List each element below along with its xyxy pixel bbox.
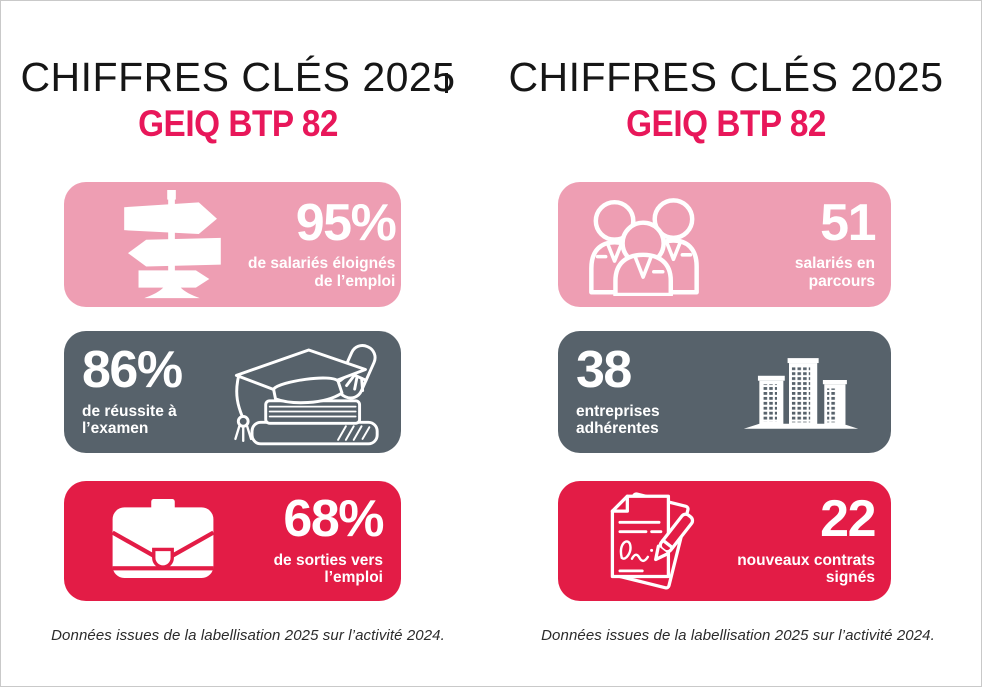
left-footer-note: Données issues de la labellisation 2025 … xyxy=(51,627,445,644)
stat-block: 22 nouveaux contrats signés xyxy=(737,490,876,587)
stat-block: 95% de salariés éloignés de l’emploi xyxy=(248,193,397,291)
right-panel-subtitle: GEIQ BTP 82 xyxy=(626,103,826,144)
stat-label: salariés en parcours xyxy=(794,255,875,290)
card-entreprises-adherentes: 38 entreprises adhérentes xyxy=(558,331,891,453)
right-footer-note: Données issues de la labellisation 2025 … xyxy=(541,627,935,644)
card-salaries-parcours: 51 salariés en parcours xyxy=(558,182,891,307)
signpost-icon xyxy=(96,189,248,300)
stat-block: 68% de sorties vers l’emploi xyxy=(273,490,385,587)
card-contrats-signes: 22 nouveaux contrats signés xyxy=(558,481,891,601)
briefcase-icon xyxy=(100,493,226,589)
stat-label: de réussite à l’examen xyxy=(82,402,177,438)
buildings-icon xyxy=(741,339,861,445)
stat-label: de sorties vers l’emploi xyxy=(273,551,383,587)
stat-label: nouveaux contrats signés xyxy=(737,551,875,587)
right-panel-title: CHIFFRES CLÉS 2025 xyxy=(508,54,944,100)
stat-value: 95% xyxy=(295,193,397,252)
stat-block: 51 salariés en parcours xyxy=(794,193,877,291)
people-icon xyxy=(586,194,702,296)
card-reussite-examen: 86% de réussite à l’examen xyxy=(64,331,401,453)
stat-block: 38 entreprises adhérentes xyxy=(576,341,660,438)
stat-label: entreprises adhérentes xyxy=(576,402,660,438)
left-panel-subtitle: GEIQ BTP 82 xyxy=(138,103,338,144)
card-sorties-emploi: 68% de sorties vers l’emploi xyxy=(64,481,401,601)
contract-icon xyxy=(590,487,702,595)
stat-label: de salariés éloignés de l’emploi xyxy=(248,255,396,290)
stat-value: 38 xyxy=(576,341,632,400)
left-panel-title: CHIFFRES CLÉS 2025 xyxy=(20,54,456,100)
card-salaries-eloignes: 95% de salariés éloignés de l’emploi xyxy=(64,182,401,307)
stat-value: 51 xyxy=(820,193,876,252)
stat-block: 86% de réussite à l’examen xyxy=(82,341,183,438)
stat-value: 68% xyxy=(283,490,384,549)
title-divider xyxy=(445,73,448,93)
stat-value: 22 xyxy=(820,490,876,549)
stat-value: 86% xyxy=(82,341,183,400)
graduation-icon xyxy=(209,338,385,446)
